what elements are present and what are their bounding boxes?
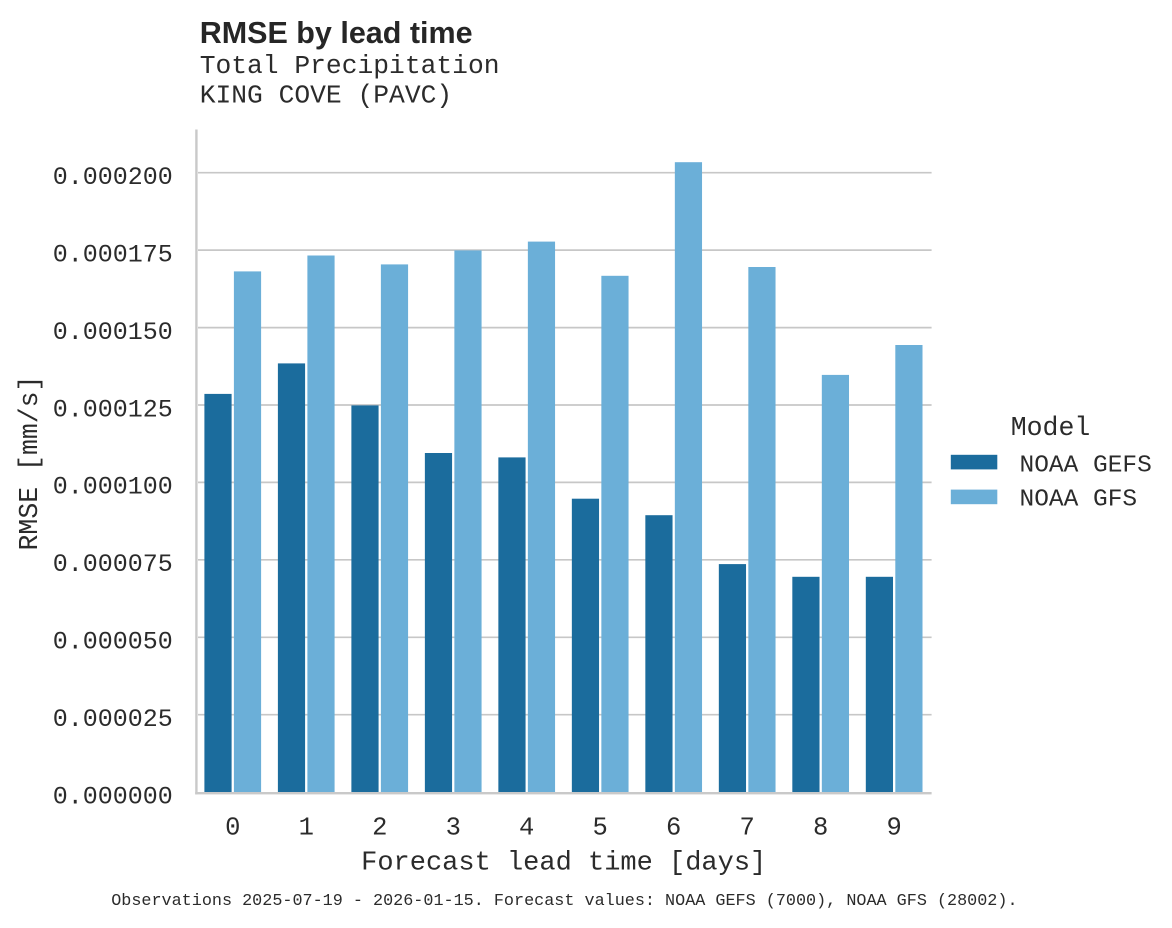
svg-text:Observations 2025-07-19 - 2026: Observations 2025-07-19 - 2026-01-15. Fo… bbox=[111, 892, 1017, 911]
svg-text:9: 9 bbox=[887, 814, 902, 843]
svg-text:8: 8 bbox=[813, 814, 828, 843]
svg-text:KING COVE (PAVC): KING COVE (PAVC) bbox=[200, 81, 453, 111]
svg-text:7: 7 bbox=[740, 814, 755, 843]
svg-text:6: 6 bbox=[666, 814, 681, 843]
svg-text:0.000100: 0.000100 bbox=[53, 473, 173, 502]
svg-text:2: 2 bbox=[372, 814, 387, 843]
svg-text:0.000200: 0.000200 bbox=[53, 163, 173, 192]
svg-text:0.000025: 0.000025 bbox=[53, 705, 173, 734]
svg-text:NOAA GFS: NOAA GFS bbox=[1020, 486, 1138, 513]
svg-text:NOAA GEFS: NOAA GEFS bbox=[1020, 453, 1152, 480]
svg-text:0.000150: 0.000150 bbox=[53, 318, 173, 347]
svg-text:4: 4 bbox=[519, 814, 534, 843]
svg-text:0.000075: 0.000075 bbox=[53, 550, 173, 579]
svg-text:RMSE by lead time: RMSE by lead time bbox=[200, 16, 473, 50]
svg-text:0.000050: 0.000050 bbox=[53, 628, 173, 657]
svg-text:0.000000: 0.000000 bbox=[53, 783, 173, 812]
svg-text:Total Precipitation: Total Precipitation bbox=[200, 51, 500, 81]
svg-text:0.000175: 0.000175 bbox=[53, 240, 173, 269]
svg-text:Model: Model bbox=[1011, 413, 1091, 443]
svg-text:5: 5 bbox=[593, 814, 608, 843]
svg-text:3: 3 bbox=[446, 814, 461, 843]
svg-text:1: 1 bbox=[299, 814, 314, 843]
svg-text:Forecast lead time [days]: Forecast lead time [days] bbox=[361, 849, 766, 879]
svg-text:0: 0 bbox=[225, 814, 240, 843]
svg-text:0.000125: 0.000125 bbox=[53, 395, 173, 424]
svg-text:RMSE [mm/s]: RMSE [mm/s] bbox=[15, 376, 45, 551]
